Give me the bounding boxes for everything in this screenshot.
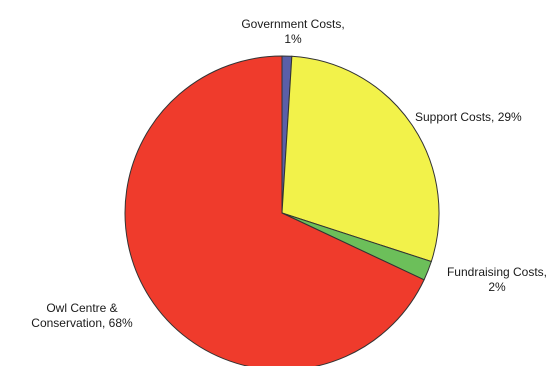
pie-slice-label-line: Fundraising Costs, — [447, 265, 547, 279]
pie-slice-label-1: Support Costs, 29% — [415, 110, 522, 124]
pie-slice-3 — [124, 55, 425, 366]
pie-slice-label-line: 1% — [284, 32, 302, 46]
pie-slice-label-0: Government Costs, 1% — [241, 17, 344, 46]
pie-slice-label-2: Fundraising Costs, 2% — [447, 265, 547, 294]
pie-slice-label-line: Owl Centre & — [46, 301, 117, 315]
pie-slice-label-line: Conservation, 68% — [31, 316, 133, 330]
pie-slice-label-3: Owl Centre & Conservation, 68% — [31, 301, 133, 330]
pie-slice-label-line: Support Costs, 29% — [415, 110, 522, 124]
pie-slice-label-line: Government Costs, — [241, 17, 344, 31]
pie-slices — [124, 55, 440, 366]
pie-slice-label-line: 2% — [488, 280, 506, 294]
pie-slice-1 — [281, 55, 440, 263]
pie-labels: Government Costs, 1% Support Costs, 29% Fun… — [31, 17, 547, 330]
